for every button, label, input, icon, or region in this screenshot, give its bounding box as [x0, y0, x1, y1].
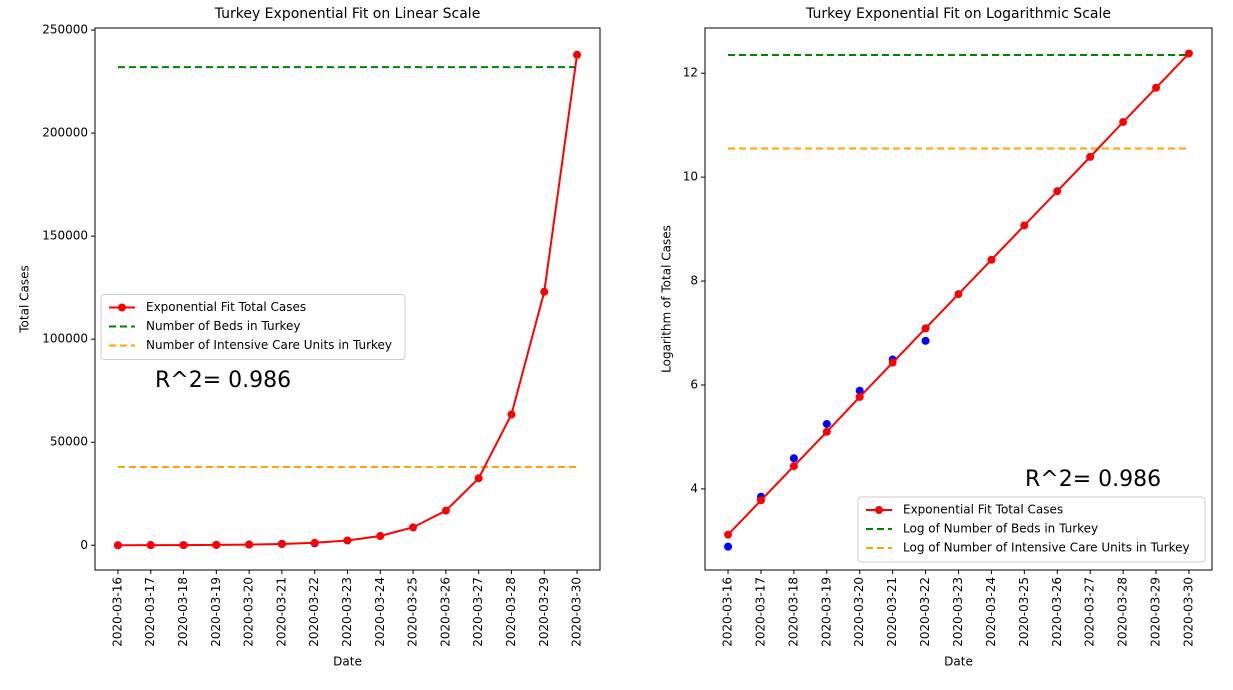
fit-marker — [1053, 187, 1062, 196]
y-tick-label: 50000 — [50, 435, 88, 449]
legend-box — [857, 496, 1206, 563]
x-tick-label: 2020-03-16 — [110, 577, 124, 647]
data-point — [789, 454, 798, 463]
x-tick-label: 2020-03-22 — [918, 577, 932, 647]
data-point — [724, 542, 733, 551]
x-tick-label: 2020-03-30 — [570, 577, 584, 647]
fit-marker — [1119, 118, 1128, 127]
x-axis-label: Date — [333, 655, 362, 669]
chart-title: Turkey Exponential Fit on Logarithmic Sc… — [805, 6, 1111, 22]
chart-title: Turkey Exponential Fit on Linear Scale — [214, 6, 481, 22]
x-tick-label: 2020-03-20 — [242, 577, 256, 647]
fit-marker — [343, 536, 352, 545]
data-point — [855, 386, 864, 395]
fit-marker — [756, 496, 765, 505]
x-tick-label: 2020-03-30 — [1181, 577, 1195, 647]
y-axis-label: Total Cases — [18, 265, 32, 333]
fit-marker — [179, 541, 188, 550]
fit-marker — [474, 474, 483, 483]
x-tick-label: 2020-03-19 — [819, 577, 833, 647]
x-tick-label: 2020-03-17 — [143, 577, 157, 647]
y-tick-label: 10 — [683, 170, 698, 184]
x-tick-label: 2020-03-25 — [1017, 577, 1031, 647]
annotation: R^2= 0.986 — [1025, 467, 1161, 492]
y-tick-label: 100000 — [42, 332, 88, 346]
fit-marker — [822, 427, 831, 436]
fit-marker — [1020, 221, 1029, 230]
fit-marker — [245, 540, 254, 549]
fit-marker — [409, 523, 418, 532]
fit-marker — [789, 462, 798, 471]
x-tick-label: 2020-03-28 — [504, 577, 518, 647]
fit-marker — [277, 539, 286, 548]
legend-label: Number of Intensive Care Units in Turkey — [146, 338, 392, 352]
fit-marker — [573, 50, 582, 59]
x-axis-label: Date — [944, 655, 973, 669]
data-point — [921, 336, 930, 345]
fit-marker — [888, 358, 897, 367]
x-tick-label: 2020-03-16 — [721, 577, 735, 647]
y-tick-label: 200000 — [42, 126, 88, 140]
x-tick-label: 2020-03-19 — [209, 577, 223, 647]
plot-frame — [704, 27, 1213, 571]
fit-marker — [1184, 49, 1193, 58]
legend-marker — [118, 303, 126, 312]
x-tick-label: 2020-03-26 — [1050, 577, 1064, 647]
fit-marker — [855, 392, 864, 401]
fit-marker — [113, 541, 122, 550]
fit-marker — [310, 538, 319, 547]
x-tick-label: 2020-03-25 — [406, 577, 420, 647]
data-point — [822, 419, 831, 428]
fit-marker — [1152, 83, 1161, 92]
x-tick-label: 2020-03-18 — [176, 577, 190, 647]
y-tick-label: 8 — [690, 274, 698, 288]
x-tick-label: 2020-03-22 — [307, 577, 321, 647]
x-tick-label: 2020-03-20 — [852, 577, 866, 647]
fit-marker — [540, 287, 549, 296]
x-tick-label: 2020-03-26 — [438, 577, 452, 647]
fit-marker — [954, 290, 963, 299]
x-tick-label: 2020-03-23 — [340, 577, 354, 647]
x-tick-label: 2020-03-27 — [1083, 577, 1097, 647]
y-axis-label: Logarithm of Total Cases — [660, 225, 674, 373]
x-tick-label: 2020-03-18 — [786, 577, 800, 647]
fit-marker — [212, 540, 221, 549]
y-tick-label: 4 — [690, 481, 698, 495]
x-tick-label: 2020-03-21 — [274, 577, 288, 647]
legend-label: Number of Beds in Turkey — [146, 319, 301, 333]
x-tick-label: 2020-03-21 — [885, 577, 899, 647]
fit-marker — [507, 410, 516, 419]
annotation: R^2= 0.986 — [155, 368, 291, 393]
legend-box — [100, 294, 406, 360]
fit-marker — [146, 541, 155, 550]
x-tick-label: 2020-03-17 — [753, 577, 767, 647]
y-tick-label: 250000 — [42, 23, 88, 37]
x-tick-label: 2020-03-27 — [471, 577, 485, 647]
fit-marker — [1086, 152, 1095, 161]
y-tick-label: 12 — [683, 66, 698, 80]
fit-marker — [987, 255, 996, 264]
y-tick-label: 6 — [690, 378, 698, 392]
legend-marker — [875, 506, 883, 514]
legend-label: Log of Number of Beds in Turkey — [903, 522, 1098, 536]
x-tick-label: 2020-03-24 — [373, 577, 387, 647]
legend-label: Log of Number of Intensive Care Units in… — [903, 541, 1190, 555]
plot-frame — [94, 27, 601, 571]
fit-marker — [724, 530, 733, 539]
y-tick-label: 0 — [80, 538, 88, 552]
legend-label: Exponential Fit Total Cases — [146, 300, 306, 314]
fit-marker — [921, 324, 930, 333]
legend-label: Exponential Fit Total Cases — [903, 503, 1063, 517]
x-tick-label: 2020-03-29 — [537, 577, 551, 647]
x-tick-label: 2020-03-24 — [984, 577, 998, 647]
fit-marker — [376, 531, 385, 540]
x-tick-label: 2020-03-23 — [951, 577, 965, 647]
x-tick-label: 2020-03-28 — [1116, 577, 1130, 647]
y-tick-label: 150000 — [42, 229, 88, 243]
fit-marker — [441, 506, 450, 515]
x-tick-label: 2020-03-29 — [1149, 577, 1163, 647]
